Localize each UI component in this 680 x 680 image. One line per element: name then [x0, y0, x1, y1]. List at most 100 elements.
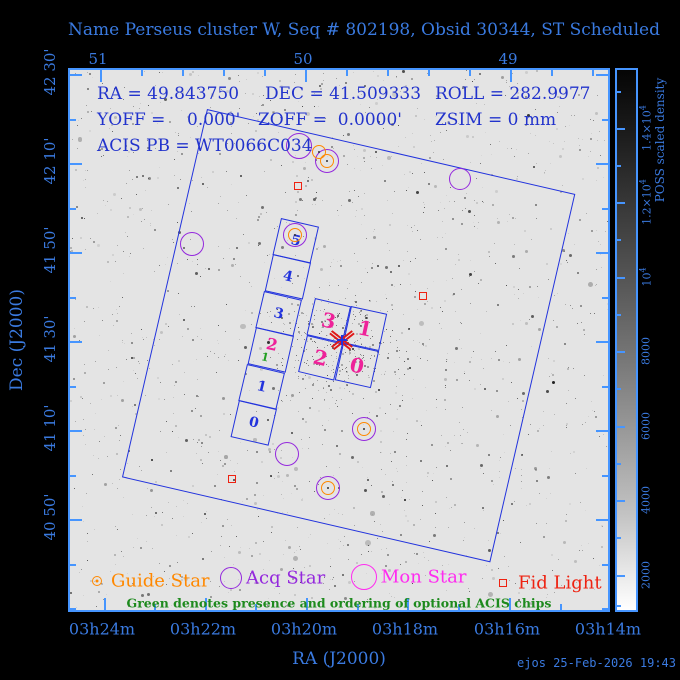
background-star — [503, 434, 505, 436]
top-minor-tick — [551, 70, 553, 76]
background-star — [238, 588, 241, 591]
background-star — [191, 533, 193, 535]
background-star — [398, 603, 402, 607]
background-star — [338, 513, 340, 515]
background-star — [324, 399, 326, 401]
background-star — [387, 243, 389, 245]
background-star — [207, 608, 209, 610]
background-star — [182, 500, 184, 502]
background-star — [556, 325, 559, 328]
background-star — [321, 200, 323, 202]
background-star — [154, 484, 156, 486]
background-star — [218, 269, 221, 272]
background-star — [547, 475, 551, 479]
background-star — [359, 169, 361, 171]
background-star — [131, 513, 133, 515]
acq-star-marker[interactable] — [352, 417, 376, 441]
background-star — [253, 115, 255, 117]
acq-star-marker[interactable] — [180, 232, 204, 256]
background-star — [567, 233, 569, 235]
background-star — [336, 355, 338, 357]
fid-light-marker[interactable] — [228, 475, 236, 483]
background-star — [460, 348, 462, 350]
background-star — [131, 583, 133, 585]
background-star — [139, 465, 141, 467]
background-star — [124, 145, 127, 148]
background-star — [549, 493, 551, 495]
background-star — [306, 341, 308, 343]
background-star — [267, 368, 268, 370]
guide-star-marker[interactable] — [321, 481, 335, 495]
background-star — [369, 357, 371, 359]
background-star — [433, 139, 435, 141]
acq-star-marker[interactable] — [449, 168, 471, 190]
background-star — [230, 126, 232, 128]
top-major-tick — [305, 70, 307, 82]
guide-star-marker[interactable] — [312, 145, 326, 159]
background-star — [169, 121, 172, 124]
acq-star-marker[interactable] — [316, 476, 340, 500]
legend-acq-star-marker[interactable] — [220, 567, 242, 589]
background-star — [465, 554, 467, 556]
background-star — [313, 237, 317, 241]
fid-light-marker[interactable] — [419, 292, 427, 300]
background-star — [569, 304, 571, 306]
background-star — [394, 371, 397, 374]
background-star — [263, 540, 265, 542]
background-star — [338, 214, 340, 216]
background-star — [322, 444, 324, 446]
background-star — [561, 185, 563, 187]
legend-mon-star-marker[interactable] — [351, 564, 377, 590]
background-star — [220, 536, 222, 538]
background-star — [343, 545, 345, 546]
legend-fid-light-marker[interactable] — [499, 579, 507, 587]
background-star — [560, 262, 563, 265]
acq-star-marker[interactable] — [315, 149, 339, 173]
legend-guide-star-marker[interactable] — [92, 576, 102, 586]
background-star — [557, 95, 560, 98]
background-star — [318, 286, 320, 288]
background-star — [113, 554, 116, 557]
background-star — [587, 543, 589, 545]
background-star — [267, 598, 269, 600]
colorbar-minor-tick — [617, 165, 621, 167]
background-star — [113, 193, 116, 197]
fid-light-marker[interactable] — [294, 182, 302, 190]
guide-star-marker[interactable] — [320, 154, 334, 168]
background-star — [268, 253, 270, 255]
background-star — [297, 100, 299, 102]
background-star — [352, 202, 354, 204]
background-star — [88, 130, 91, 133]
colorbar-tick-label: 4000 — [639, 486, 653, 514]
background-star — [142, 175, 145, 178]
background-star — [487, 539, 489, 541]
background-star — [148, 176, 152, 180]
background-star — [343, 379, 345, 381]
background-star — [323, 517, 325, 519]
background-star — [165, 584, 167, 586]
background-star — [353, 311, 355, 313]
background-star — [336, 317, 338, 319]
acq-star-marker[interactable] — [286, 133, 312, 159]
acq-star-marker[interactable] — [283, 223, 307, 247]
background-star — [578, 145, 580, 147]
background-star — [440, 327, 442, 329]
dec-axis-title: Dec (J2000) — [7, 289, 27, 391]
background-star — [133, 214, 135, 216]
yoff-value: YOFF = 0.000' — [97, 110, 241, 130]
background-star — [333, 368, 335, 370]
background-star — [114, 525, 116, 527]
aimpoint-marker[interactable] — [328, 328, 356, 352]
background-star — [114, 261, 116, 263]
background-star — [487, 596, 489, 598]
guide-star-marker[interactable] — [288, 228, 302, 242]
acq-star-marker[interactable] — [275, 442, 299, 466]
background-star — [96, 243, 100, 247]
sky-field-canvas[interactable]: RA = 49.843750 DEC = 41.509333 ROLL = 28… — [68, 68, 610, 612]
background-star — [294, 485, 297, 488]
background-star — [116, 366, 118, 368]
guide-star-marker[interactable] — [357, 422, 371, 436]
background-star — [502, 520, 504, 522]
left-major-tick — [70, 341, 82, 343]
background-star — [514, 467, 516, 469]
